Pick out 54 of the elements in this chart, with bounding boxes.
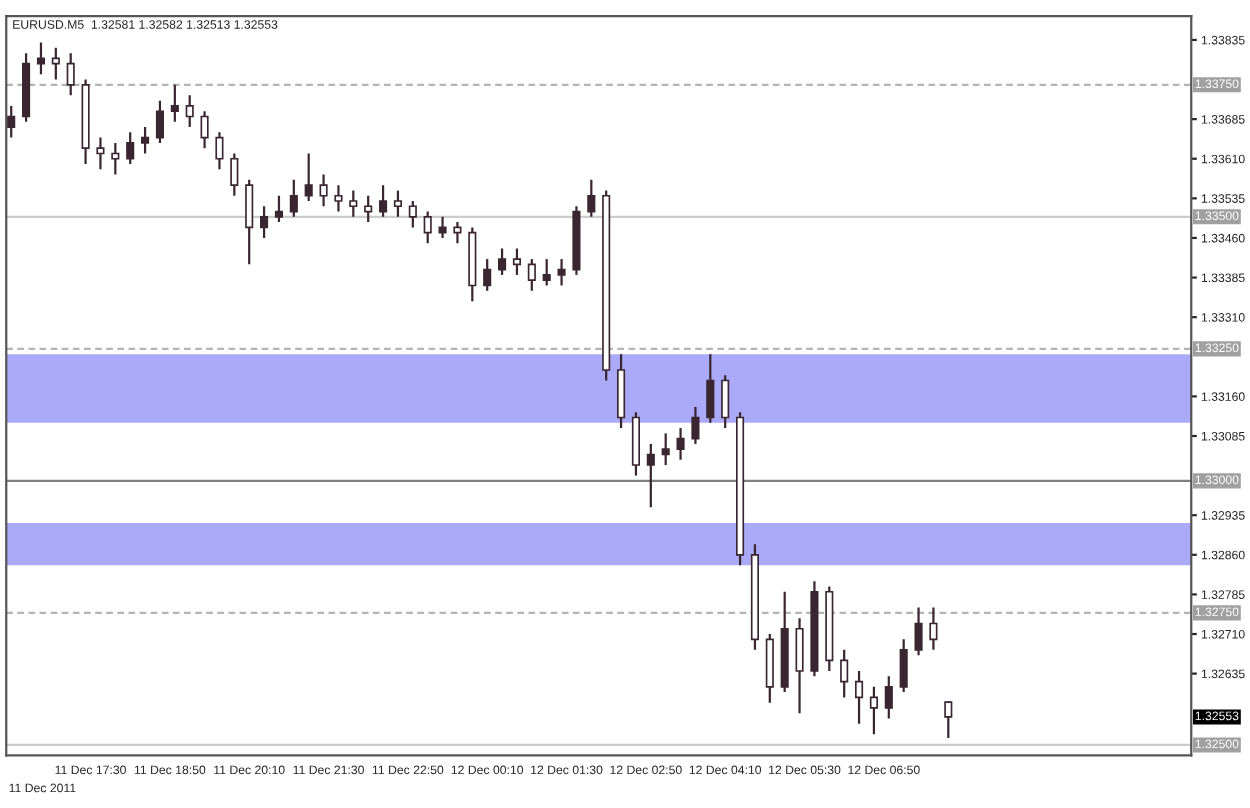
candlestick <box>869 685 878 736</box>
candlestick <box>379 184 388 218</box>
candlestick <box>364 194 373 224</box>
candlestick <box>899 638 908 694</box>
candlestick <box>795 617 804 715</box>
candlestick <box>185 94 194 129</box>
candlestick <box>349 189 358 218</box>
candlestick <box>393 189 403 218</box>
candlestick <box>929 606 938 651</box>
candlestick <box>111 141 120 176</box>
candlestick <box>706 353 715 424</box>
candlestick <box>304 152 313 203</box>
candlestick <box>141 125 150 155</box>
candlestick <box>676 426 685 461</box>
candlestick <box>170 83 179 123</box>
candlestick <box>884 675 893 720</box>
candlestick <box>483 257 492 292</box>
candlestick <box>36 41 46 76</box>
candlestick <box>215 131 224 171</box>
candlestick <box>661 432 670 467</box>
candlestick <box>96 136 105 171</box>
candlestick <box>289 178 298 218</box>
candlestick <box>765 632 774 704</box>
candlestick <box>126 131 135 166</box>
candlestick <box>51 46 60 81</box>
candlestick <box>557 257 566 287</box>
candlestick <box>542 257 551 287</box>
candlestick <box>155 99 165 145</box>
candlestick <box>200 110 209 150</box>
candlestick <box>631 411 640 477</box>
candlestick <box>423 210 432 245</box>
candlestick <box>840 648 849 699</box>
candlestick <box>944 700 953 740</box>
candlestick <box>914 606 923 657</box>
candlestick <box>260 205 269 240</box>
candlestick <box>512 247 521 277</box>
candlestick <box>721 374 730 430</box>
candlestick <box>7 104 16 139</box>
candlestick <box>408 199 417 229</box>
candlestick <box>617 353 626 430</box>
candlestick <box>438 215 447 240</box>
candlestick <box>230 152 239 197</box>
candlestick <box>527 257 536 292</box>
candlestick <box>245 178 254 266</box>
candlestick <box>854 669 864 725</box>
candlestick <box>691 405 700 446</box>
candlestick <box>319 173 328 208</box>
candlestick <box>453 221 462 245</box>
candlestick <box>498 247 507 277</box>
candlestick <box>646 442 655 509</box>
candlestick <box>587 178 596 218</box>
candlestick <box>334 184 343 213</box>
candlestick <box>274 194 284 224</box>
candlestick <box>66 52 75 97</box>
